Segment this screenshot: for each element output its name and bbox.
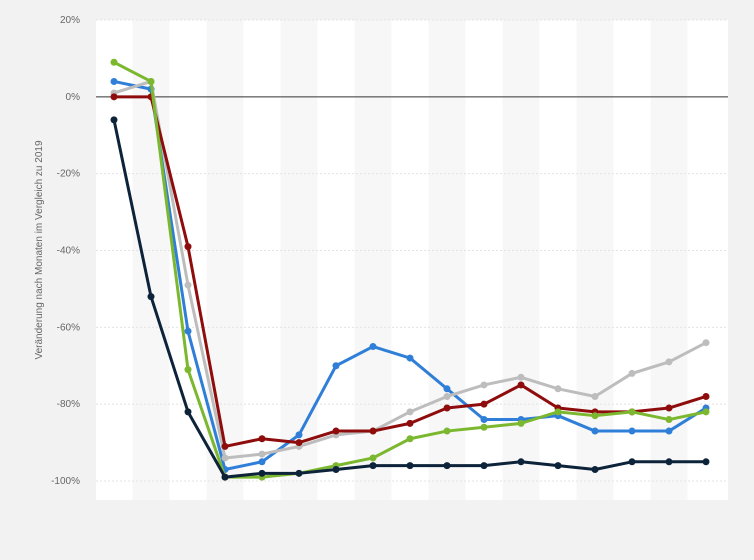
data-point[interactable]	[184, 327, 192, 335]
data-point[interactable]	[332, 362, 340, 370]
data-point[interactable]	[184, 408, 192, 416]
y-tick-label: -40%	[57, 246, 80, 257]
data-point[interactable]	[184, 243, 192, 251]
data-point[interactable]	[258, 469, 266, 477]
data-point[interactable]	[628, 427, 636, 435]
data-point[interactable]	[591, 412, 599, 420]
data-point[interactable]	[110, 77, 118, 85]
data-point[interactable]	[480, 416, 488, 424]
y-axis-label: Veränderung nach Monaten im Vergleich zu…	[34, 140, 45, 359]
y-tick-label: -60%	[57, 322, 80, 333]
data-point[interactable]	[480, 462, 488, 470]
data-point[interactable]	[665, 404, 673, 412]
data-point[interactable]	[480, 423, 488, 431]
y-tick-label: 20%	[60, 15, 80, 26]
data-point[interactable]	[591, 427, 599, 435]
data-point[interactable]	[406, 408, 414, 416]
y-tick-label: -20%	[57, 169, 80, 180]
plot-area-background	[96, 20, 728, 500]
series-5	[110, 116, 710, 481]
data-point[interactable]	[665, 427, 673, 435]
data-point[interactable]	[369, 462, 377, 470]
data-point[interactable]	[480, 400, 488, 408]
data-point[interactable]	[443, 404, 451, 412]
data-point[interactable]	[221, 473, 229, 481]
data-point[interactable]	[258, 450, 266, 458]
data-point[interactable]	[110, 93, 118, 101]
data-point[interactable]	[591, 392, 599, 400]
series-1	[110, 77, 710, 473]
data-point[interactable]	[258, 458, 266, 466]
data-point[interactable]	[628, 369, 636, 377]
series-4	[110, 58, 710, 481]
alternating-bands	[132, 20, 688, 500]
data-point[interactable]	[184, 366, 192, 374]
data-point[interactable]	[221, 442, 229, 450]
data-point[interactable]	[110, 116, 118, 124]
data-point[interactable]	[406, 354, 414, 362]
x-band	[354, 20, 392, 500]
data-point[interactable]	[702, 458, 710, 466]
data-point[interactable]	[480, 381, 488, 389]
data-point[interactable]	[517, 373, 525, 381]
data-point[interactable]	[147, 77, 155, 85]
x-band	[502, 20, 540, 500]
data-point[interactable]	[443, 462, 451, 470]
data-point[interactable]	[665, 358, 673, 366]
data-point[interactable]	[665, 458, 673, 466]
data-point[interactable]	[517, 419, 525, 427]
x-band	[576, 20, 614, 500]
y-tick-label: -80%	[57, 399, 80, 410]
series-layer	[110, 58, 710, 481]
data-point[interactable]	[295, 469, 303, 477]
data-point[interactable]	[332, 427, 340, 435]
data-point[interactable]	[443, 427, 451, 435]
data-point[interactable]	[702, 408, 710, 416]
data-point[interactable]	[591, 465, 599, 473]
data-point[interactable]	[221, 454, 229, 462]
data-point[interactable]	[369, 427, 377, 435]
data-point[interactable]	[702, 339, 710, 347]
data-point[interactable]	[517, 381, 525, 389]
y-tick-label: 0%	[66, 92, 81, 103]
data-point[interactable]	[406, 419, 414, 427]
data-point[interactable]	[554, 385, 562, 393]
data-point[interactable]	[443, 392, 451, 400]
data-point[interactable]	[665, 416, 673, 424]
data-point[interactable]	[110, 58, 118, 66]
x-band	[206, 20, 244, 500]
data-point[interactable]	[258, 435, 266, 443]
data-point[interactable]	[406, 462, 414, 470]
data-point[interactable]	[147, 293, 155, 301]
y-tick-label: -100%	[51, 476, 80, 487]
data-point[interactable]	[517, 458, 525, 466]
x-band	[280, 20, 318, 500]
y-axis-ticks: 20% 0% -20% -40% -60% -80% -100%	[51, 15, 80, 487]
data-point[interactable]	[332, 465, 340, 473]
data-point[interactable]	[406, 435, 414, 443]
data-point[interactable]	[702, 392, 710, 400]
data-point[interactable]	[554, 462, 562, 470]
data-point[interactable]	[554, 408, 562, 416]
x-band	[428, 20, 466, 500]
data-point[interactable]	[628, 408, 636, 416]
data-point[interactable]	[443, 385, 451, 393]
data-point[interactable]	[369, 454, 377, 462]
data-point[interactable]	[628, 458, 636, 466]
data-point[interactable]	[369, 343, 377, 351]
grid-lines	[96, 19, 728, 482]
data-point[interactable]	[295, 431, 303, 439]
data-point[interactable]	[295, 439, 303, 447]
data-point[interactable]	[184, 281, 192, 289]
